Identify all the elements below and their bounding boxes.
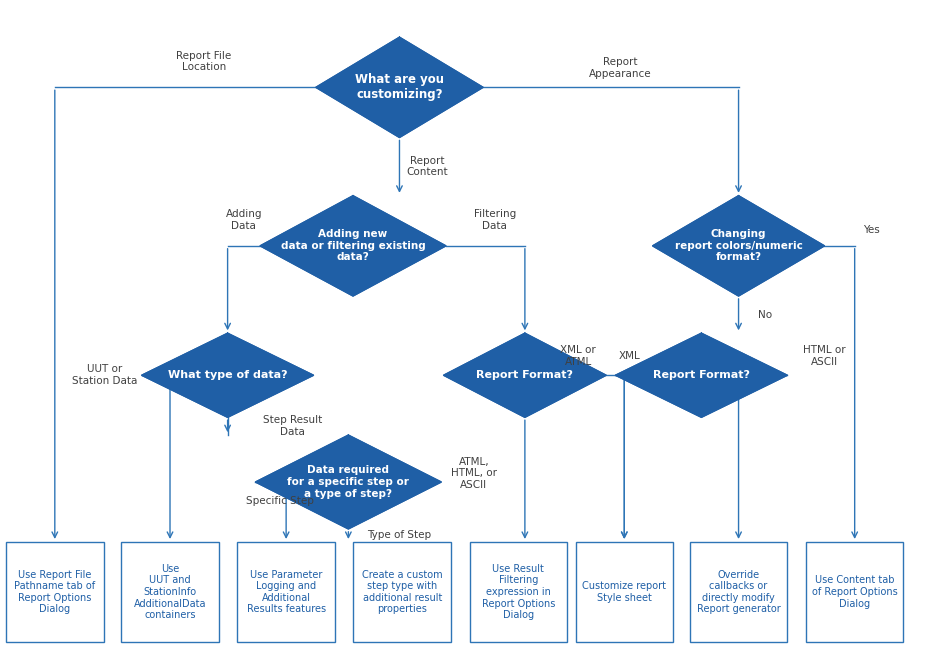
Polygon shape [443, 333, 605, 417]
Text: Type of Step: Type of Step [367, 531, 432, 540]
Text: Use Report File
Pathname tab of
Report Options
Dialog: Use Report File Pathname tab of Report O… [14, 569, 96, 615]
Text: Report
Appearance: Report Appearance [588, 57, 651, 79]
Text: Step Result
Data: Step Result Data [263, 415, 322, 437]
Text: Report Format?: Report Format? [476, 370, 573, 380]
Text: Use Result
Filtering
expression in
Report Options
Dialog: Use Result Filtering expression in Repor… [482, 564, 554, 620]
Text: Data required
for a specific step or
a type of step?: Data required for a specific step or a t… [287, 465, 409, 499]
Text: Use Parameter
Logging and
Additional
Results features: Use Parameter Logging and Additional Res… [246, 569, 326, 615]
Text: Report Format?: Report Format? [652, 370, 749, 380]
Text: What type of data?: What type of data? [168, 370, 287, 380]
Text: Adding new
data or filtering existing
data?: Adding new data or filtering existing da… [280, 229, 425, 263]
Text: ATML,
HTML, or
ASCII: ATML, HTML, or ASCII [450, 457, 496, 490]
Text: Specific Step: Specific Step [246, 496, 314, 507]
Text: Yes: Yes [861, 225, 879, 235]
Text: What are you
customizing?: What are you customizing? [354, 73, 444, 102]
Polygon shape [651, 195, 824, 296]
FancyBboxPatch shape [689, 542, 787, 642]
FancyBboxPatch shape [238, 542, 334, 642]
Polygon shape [260, 195, 445, 296]
Text: HTML or
ASCII: HTML or ASCII [803, 345, 844, 367]
Polygon shape [255, 435, 441, 529]
Text: Customize report
Style sheet: Customize report Style sheet [582, 581, 665, 603]
Text: UUT or
Station Data: UUT or Station Data [71, 364, 137, 386]
Text: Use
UUT and
StationInfo
AdditionalData
containers: Use UUT and StationInfo AdditionalData c… [134, 564, 206, 620]
Text: XML: XML [618, 351, 639, 361]
Text: Override
callbacks or
directly modify
Report generator: Override callbacks or directly modify Re… [696, 569, 780, 615]
Text: Changing
report colors/numeric
format?: Changing report colors/numeric format? [674, 229, 802, 263]
FancyBboxPatch shape [353, 542, 451, 642]
Text: XML or
ATML: XML or ATML [560, 345, 596, 367]
FancyBboxPatch shape [806, 542, 902, 642]
Text: Report
Content: Report Content [406, 156, 447, 177]
Polygon shape [614, 333, 787, 417]
Text: Report File
Location: Report File Location [176, 50, 231, 72]
FancyBboxPatch shape [470, 542, 566, 642]
Text: Adding
Data: Adding Data [226, 209, 262, 231]
Text: No: No [756, 310, 771, 320]
FancyBboxPatch shape [121, 542, 219, 642]
Polygon shape [316, 37, 483, 138]
Text: Use Content tab
of Report Options
Dialog: Use Content tab of Report Options Dialog [811, 575, 896, 609]
FancyBboxPatch shape [575, 542, 672, 642]
Polygon shape [141, 333, 314, 417]
Text: Filtering
Data: Filtering Data [473, 209, 515, 231]
FancyBboxPatch shape [6, 542, 103, 642]
Text: Create a custom
step type with
additional result
properties: Create a custom step type with additiona… [362, 569, 442, 615]
